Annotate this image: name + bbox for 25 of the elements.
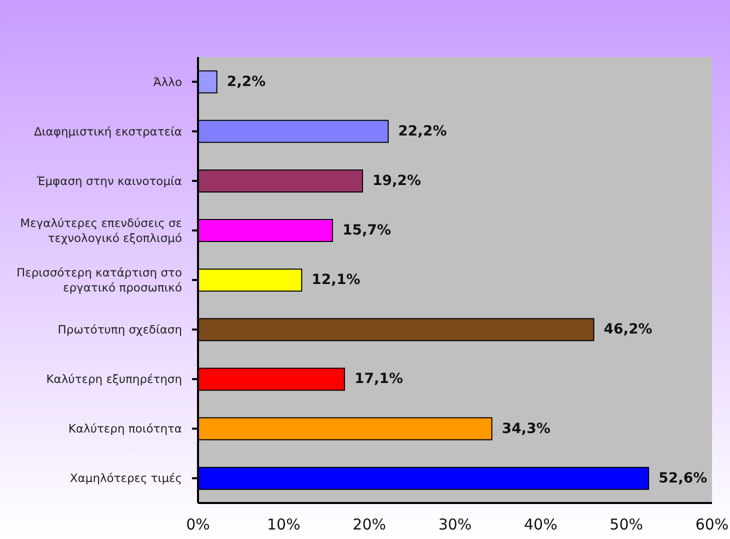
x-tick-label: 50% [610,516,644,534]
data-label: 19,2% [372,172,422,189]
data-label: 15,7% [342,222,392,239]
y-tick-label: Καλύτερη ποιότητα [68,422,182,436]
x-tick-label: 0% [186,516,210,534]
y-tick-label: Μεγαλύτερες επενδύσεις σε τεχνολογικό εξοπλισμό [20,216,182,245]
x-tick-label: 20% [352,516,386,534]
data-label: 17,1% [354,371,404,388]
x-tick-label: 40% [524,516,558,534]
data-label: 34,3% [502,420,550,437]
data-label: 12,1% [312,272,360,288]
y-tick-label: Έμφαση στην καινοτομία [36,174,182,188]
y-tick-label: Χαμηλότερες τιμές [70,471,182,486]
x-tick-label: 30% [438,516,472,534]
y-tick-label: Άλλο [153,74,182,89]
data-label: 52,6% [658,470,708,486]
data-label: 46,2% [604,322,652,338]
y-tick-label: Διαφημιστική εκστρατεία [34,124,182,138]
x-tick-label: 10% [266,516,300,534]
y-tick-label: Καλύτερη εξυπηρέτηση [46,372,182,386]
y-tick-label: Περισσότερη κατάρτιση στο εργατικό προσωπικό [16,266,182,294]
data-label: 2,2% [226,74,266,90]
y-tick-label: Πρωτότυπη σχεδίαση [58,322,182,337]
data-label: 22,2% [398,123,447,140]
x-tick-label: 60% [695,516,729,534]
